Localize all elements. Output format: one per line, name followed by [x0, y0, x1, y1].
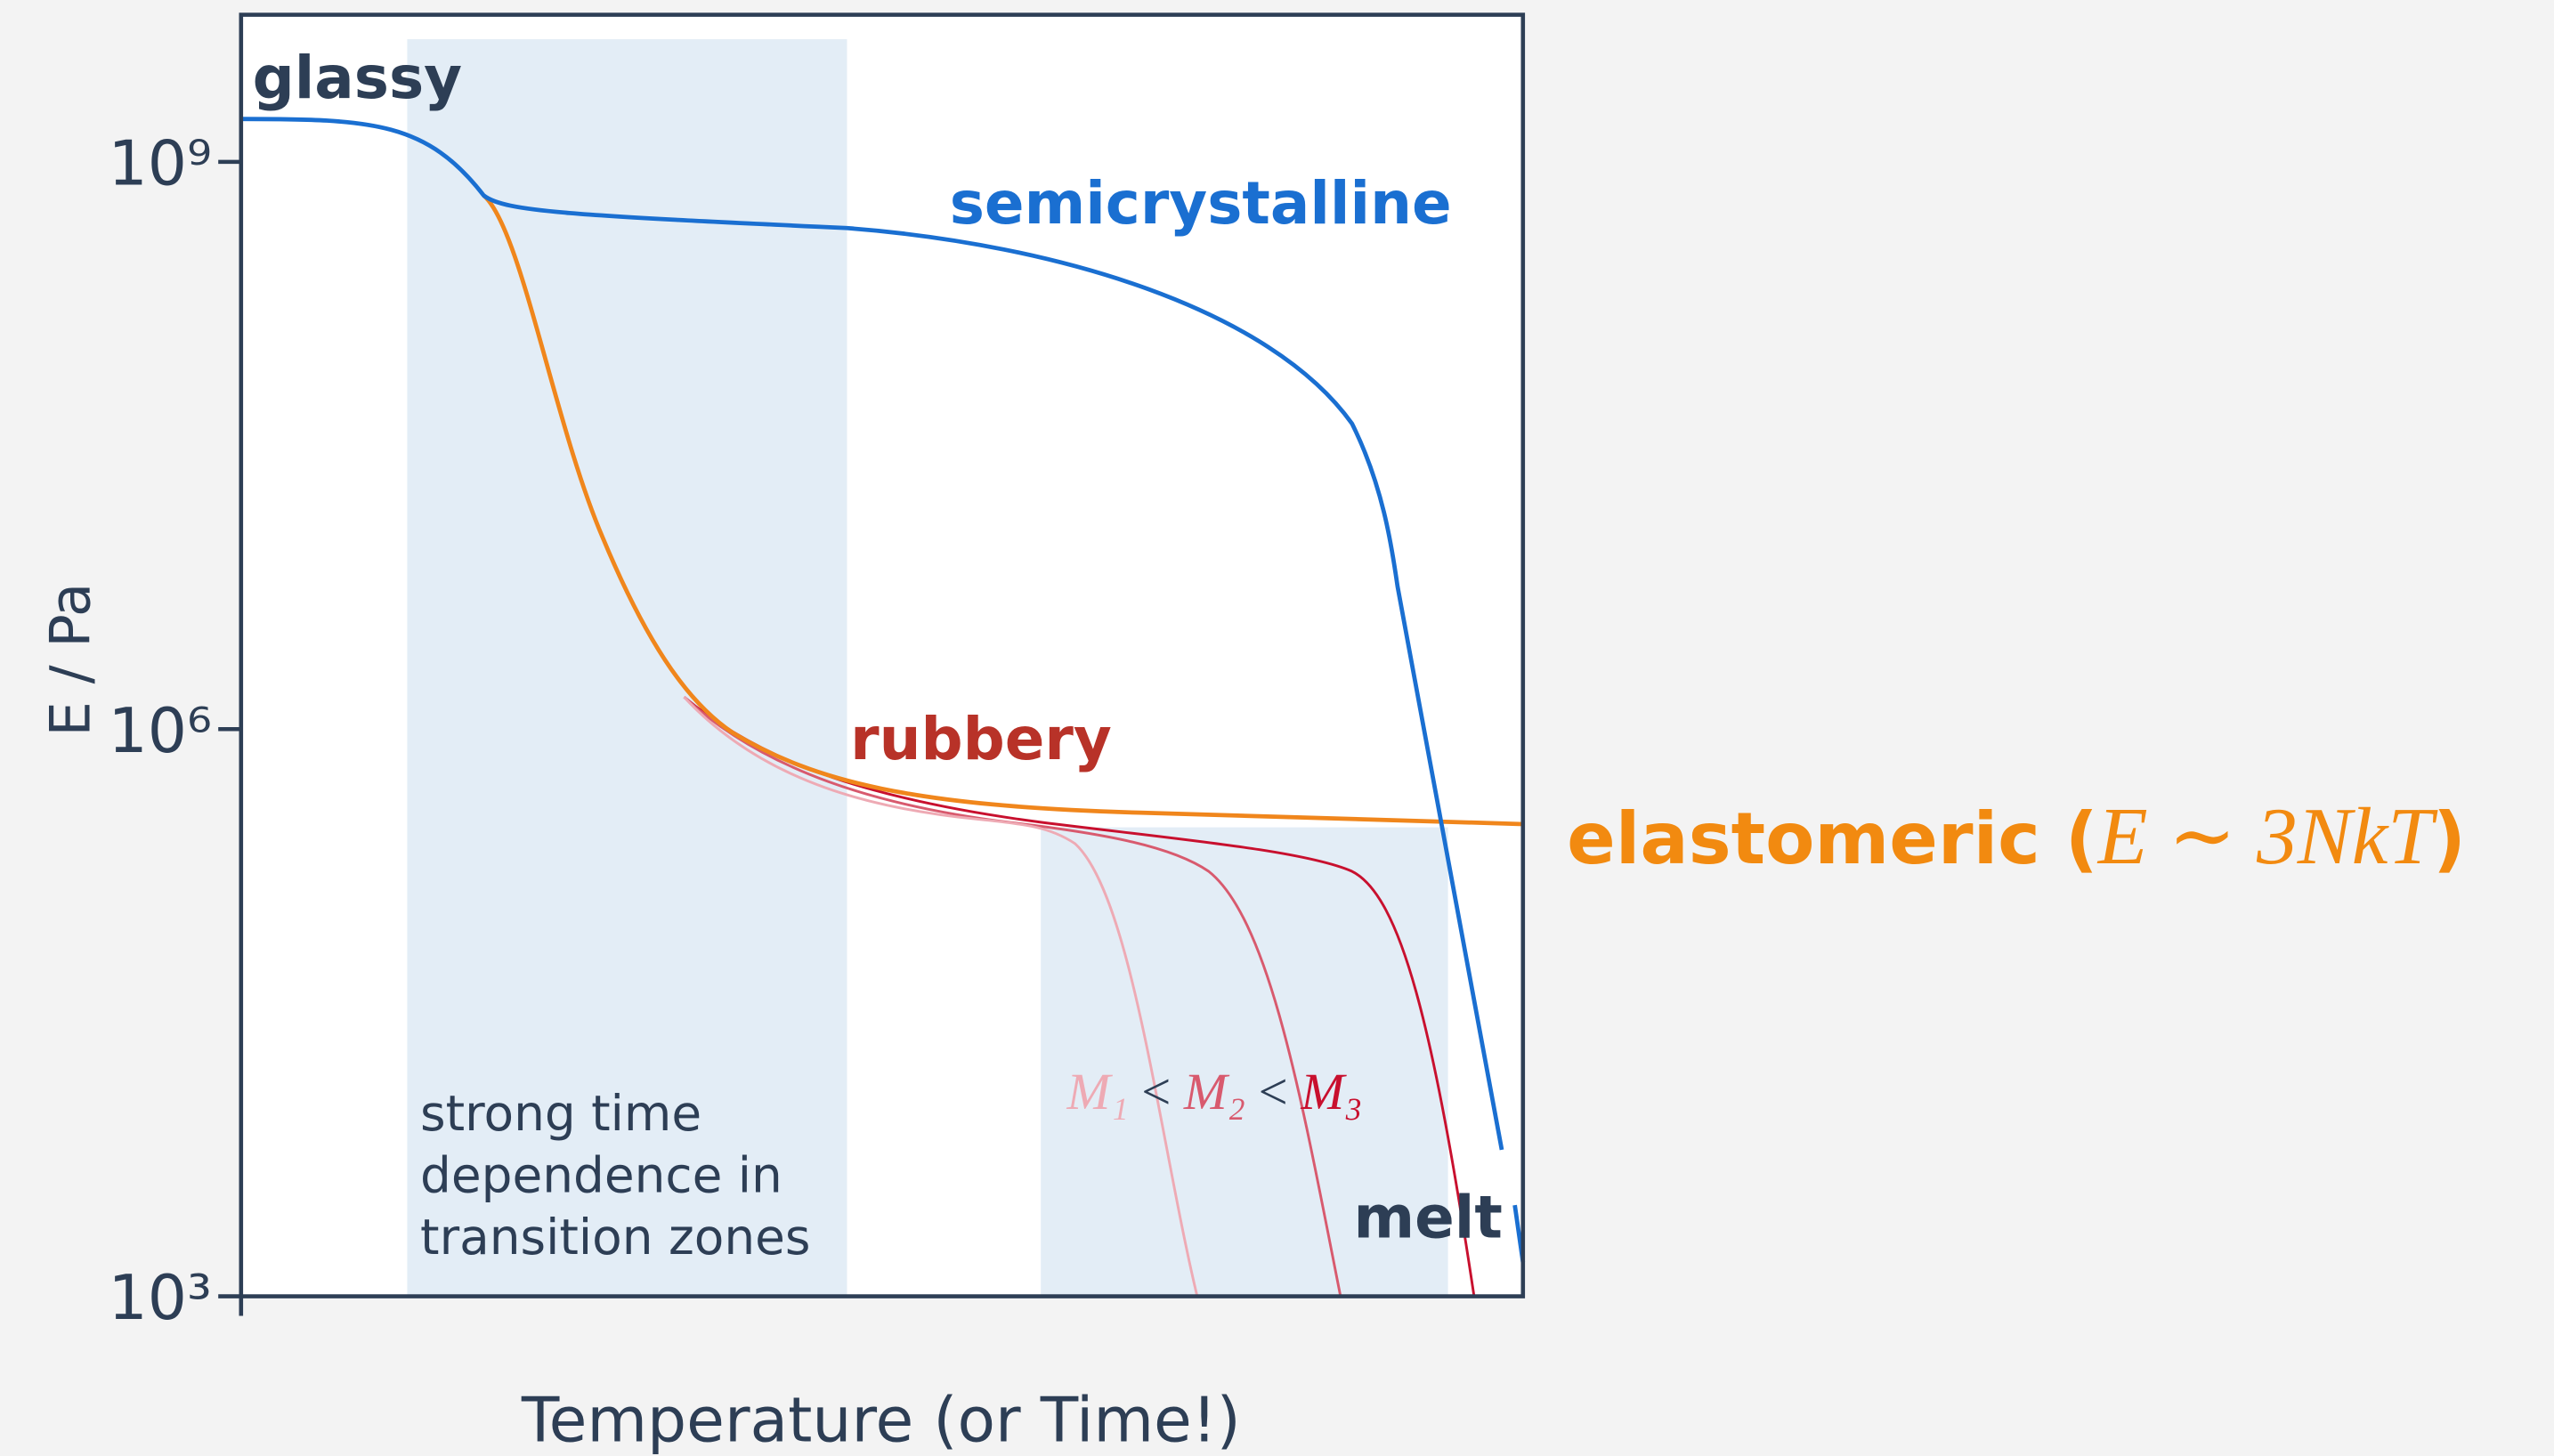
label-melt: melt	[1353, 1184, 1502, 1252]
curve-semicrystalline	[240, 117, 1504, 1151]
m2: M₂	[1183, 1063, 1245, 1120]
transition-zone	[407, 39, 847, 1297]
plot-frame	[239, 12, 1526, 1298]
label-rubbery: rubbery	[850, 705, 1112, 773]
x-axis-label: Temperature (or Time!)	[521, 1384, 1241, 1456]
label-elastomeric: elastomeric (E ∼ 3NkT)	[1567, 790, 2466, 881]
lt: <	[1259, 1063, 1288, 1120]
elastomeric-close: )	[2433, 797, 2466, 880]
note-line: strong time	[420, 1085, 701, 1142]
note: strong time dependence in transition zon…	[420, 1085, 810, 1266]
label-semicrystalline: semicrystalline	[950, 169, 1452, 238]
curve-m1	[683, 696, 1199, 1297]
m3: M₃	[1300, 1063, 1362, 1120]
elastomeric-text: elastomeric (	[1567, 797, 2098, 880]
y-axis-label: E / Pa	[38, 583, 103, 737]
y-tick-label: 10⁶	[109, 695, 212, 767]
y-tick-label: 10⁹	[109, 128, 212, 200]
lt: <	[1141, 1063, 1171, 1120]
label-molar-mass: M₁ < M₂ < M₃	[1066, 1063, 1362, 1120]
y-tick-label: 10³	[109, 1262, 212, 1334]
note-line: dependence in	[420, 1146, 782, 1203]
curve-elastomeric	[482, 193, 1523, 827]
m1: M₁	[1066, 1063, 1128, 1120]
elastomeric-formula: E ∼ 3NkT	[2096, 790, 2439, 881]
curve-m2	[683, 696, 1342, 1297]
label-glassy: glassy	[253, 44, 463, 112]
note-line: transition zones	[420, 1209, 810, 1266]
